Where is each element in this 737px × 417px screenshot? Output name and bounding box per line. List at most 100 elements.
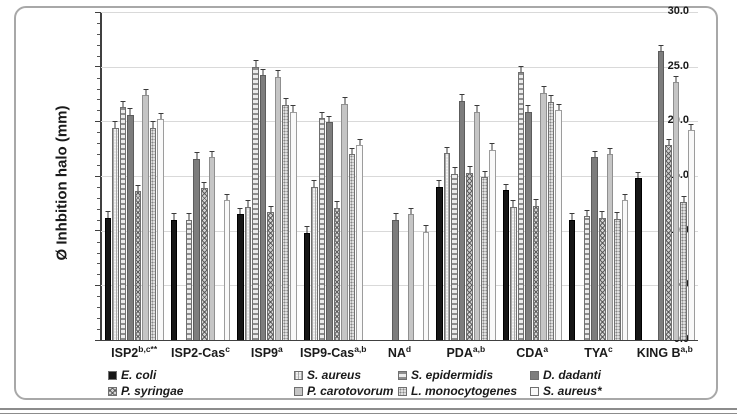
y-axis-minor-tick xyxy=(97,55,100,57)
bar-slot xyxy=(400,12,408,340)
bar xyxy=(274,76,282,340)
legend-label: P. carotovorum xyxy=(307,384,394,398)
bar xyxy=(252,66,259,340)
bar xyxy=(422,231,430,340)
bar-slot xyxy=(282,12,290,340)
y-axis-minor-tick xyxy=(97,165,100,167)
bar-group xyxy=(366,12,432,340)
y-axis-minor-tick xyxy=(97,132,100,134)
y-axis-major-tick xyxy=(95,66,100,68)
bar-slot xyxy=(274,12,282,340)
bar xyxy=(201,188,208,340)
bar xyxy=(237,214,244,340)
y-axis-minor-tick xyxy=(97,197,100,199)
bar xyxy=(555,110,562,340)
error-bar xyxy=(393,213,399,220)
error-bar xyxy=(592,150,598,158)
y-axis-minor-tick xyxy=(97,22,100,24)
error-bar xyxy=(482,170,488,178)
bar xyxy=(568,219,576,340)
error-bar xyxy=(635,171,641,179)
bar-slot xyxy=(259,12,267,340)
bar-chart-plot-area: 0.05.010.015.020.025.030.0ISP2b,c**ISP2-… xyxy=(95,5,698,360)
y-axis-minor-tick xyxy=(97,99,100,101)
x-axis-category-superscript: c xyxy=(608,344,613,354)
bar-slot xyxy=(650,12,658,340)
y-axis-minor-tick xyxy=(97,208,100,210)
bar xyxy=(547,101,555,340)
error-bar xyxy=(245,200,251,207)
bar xyxy=(356,145,363,340)
bar-slot xyxy=(392,12,400,340)
y-axis-line xyxy=(100,12,102,340)
x-axis-category-label: ISP9-Casa,b xyxy=(300,344,367,361)
bar-slot xyxy=(289,12,297,340)
bar xyxy=(142,95,149,340)
bar-slot xyxy=(502,12,510,340)
y-axis-minor-tick xyxy=(97,186,100,188)
y-axis-minor-tick xyxy=(97,110,100,112)
y-axis-minor-tick xyxy=(97,263,100,265)
bar-slot xyxy=(517,12,525,340)
bar xyxy=(244,206,252,340)
bar-slot xyxy=(104,12,112,340)
legend-label: S. aureus* xyxy=(543,384,602,398)
legend-swatch xyxy=(398,386,407,396)
bar-slot xyxy=(311,12,319,340)
bar xyxy=(436,186,443,340)
x-axis-line xyxy=(100,339,698,341)
bar-group xyxy=(565,12,631,340)
bar-group xyxy=(167,12,233,340)
bar-slot xyxy=(415,12,423,340)
bar-slot xyxy=(127,12,135,340)
bar xyxy=(223,200,231,340)
legend-item: S. epidermidis xyxy=(398,368,530,382)
error-bar xyxy=(510,200,516,207)
bar-slot xyxy=(510,12,518,340)
bar xyxy=(473,111,481,340)
legend-item: E. coli xyxy=(108,368,294,382)
bar-slot xyxy=(540,12,548,340)
y-axis-minor-tick xyxy=(97,33,100,35)
error-bar xyxy=(319,111,325,119)
x-axis-category-label: TYAc xyxy=(584,344,613,361)
y-axis-minor-tick xyxy=(97,143,100,145)
error-bar xyxy=(120,100,126,108)
x-axis-category-superscript: b,c** xyxy=(138,344,158,354)
bar xyxy=(443,153,451,340)
bar-slot xyxy=(193,12,201,340)
error-bar xyxy=(681,195,687,203)
y-axis-tick-label: 30.0 xyxy=(667,5,689,17)
legend-item: L. monocytogenes xyxy=(398,384,530,398)
legend-label: S. epidermidis xyxy=(411,368,494,382)
error-bar xyxy=(127,108,133,115)
bar xyxy=(466,172,473,340)
bar-slot xyxy=(201,12,209,340)
bar xyxy=(267,212,274,340)
bar-slot xyxy=(341,12,349,340)
error-bar xyxy=(607,147,613,155)
bar-slot xyxy=(157,12,165,340)
bar-slot xyxy=(672,12,680,340)
bar-slot xyxy=(657,12,665,340)
y-axis-minor-tick xyxy=(97,307,100,309)
error-bar xyxy=(489,143,495,150)
bar xyxy=(112,127,119,340)
bar-slot xyxy=(451,12,459,340)
bar-slot xyxy=(665,12,673,340)
bar-slot xyxy=(237,12,245,340)
bar xyxy=(665,145,672,340)
error-bar xyxy=(349,147,355,155)
error-bar xyxy=(201,181,207,189)
legend-swatch xyxy=(294,386,303,396)
bar-slot xyxy=(458,12,466,340)
bar-slot xyxy=(407,12,415,340)
error-bar xyxy=(599,211,605,218)
x-axis-category-label: NAd xyxy=(387,344,412,361)
error-bar xyxy=(474,105,480,112)
gridline xyxy=(101,176,698,177)
y-axis-minor-tick xyxy=(97,329,100,331)
bar xyxy=(303,232,311,340)
error-bar xyxy=(614,212,620,219)
x-axis-category-superscript: a,b xyxy=(354,344,367,354)
